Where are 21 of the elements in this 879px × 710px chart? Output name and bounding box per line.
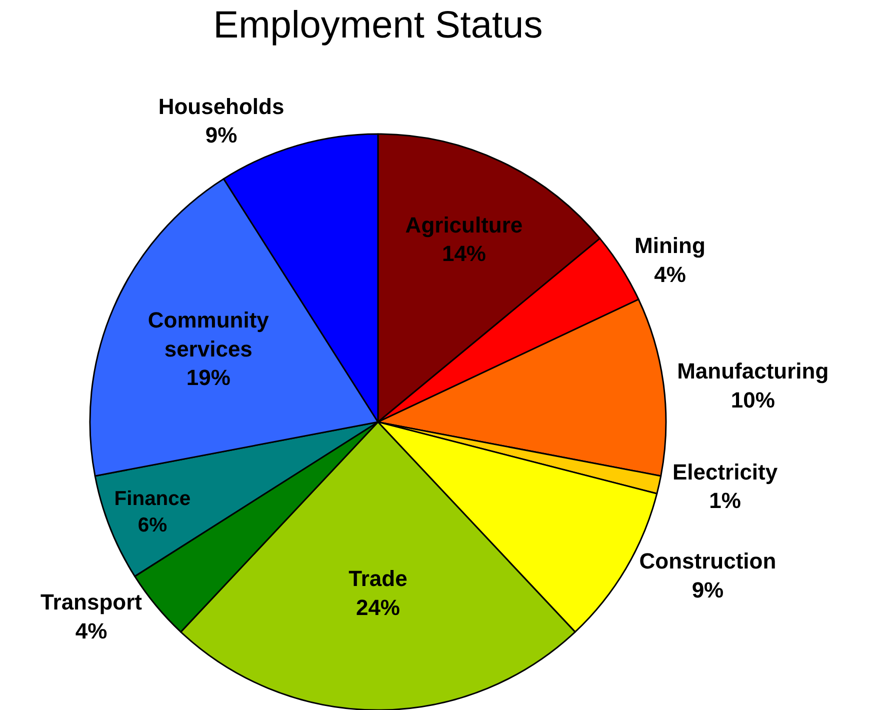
slice-label: Mining — [634, 233, 706, 258]
data-label: 4% — [654, 262, 686, 287]
chart-title: Employment Status — [213, 4, 543, 46]
data-label: 4% — [75, 618, 108, 644]
slice-label: Transport — [40, 590, 143, 615]
slice-label: Construction — [639, 548, 776, 574]
data-label: 1% — [709, 488, 741, 513]
slice-label: Households — [158, 94, 284, 119]
slice-label: Trade — [348, 566, 408, 592]
data-label: 10% — [730, 387, 775, 412]
slice-label: Community services — [148, 308, 270, 362]
slice-label: Finance — [114, 488, 191, 510]
slice-label: Manufacturing — [677, 358, 829, 384]
slice-label: Electricity — [672, 459, 778, 484]
data-label: 9% — [692, 577, 724, 602]
data-label: 24% — [356, 594, 400, 620]
data-label: 14% — [442, 241, 486, 266]
data-label: 9% — [205, 122, 238, 148]
slice-label: Agriculture — [405, 212, 523, 238]
data-label: 19% — [186, 364, 230, 390]
data-label: 6% — [138, 514, 168, 536]
